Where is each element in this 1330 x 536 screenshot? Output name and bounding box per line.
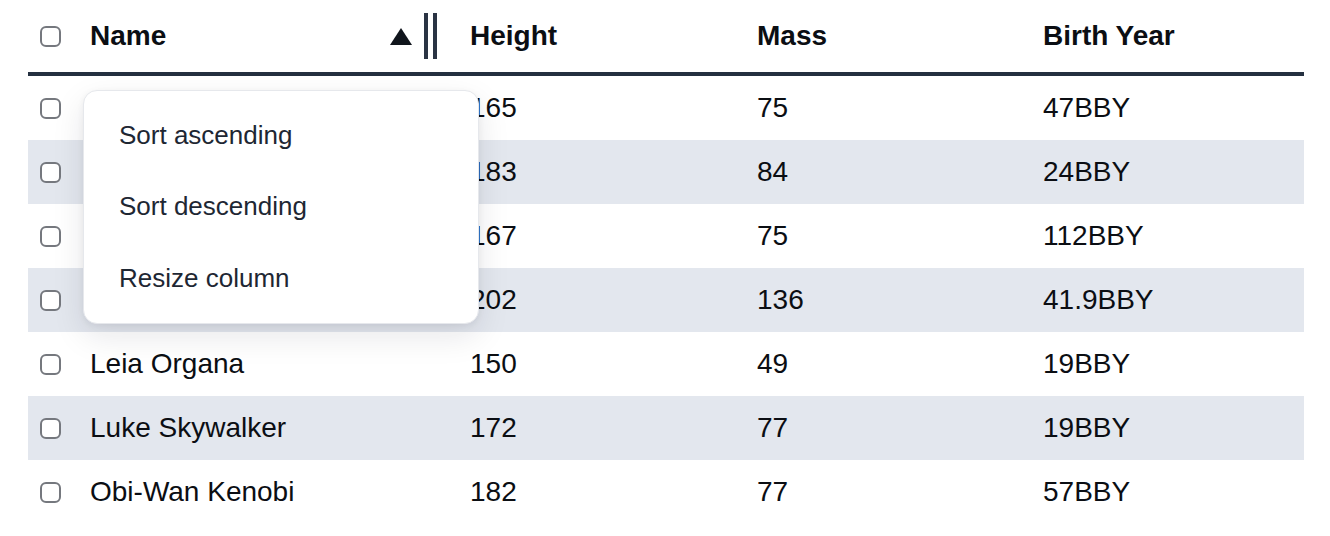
row-checkbox[interactable]	[40, 354, 61, 375]
column-header-mass[interactable]: Mass	[757, 20, 1043, 52]
table-row[interactable]: Luke Skywalker 172 77 19BBY	[28, 396, 1304, 460]
row-checkbox[interactable]	[40, 98, 61, 119]
cell-birth-year: 41.9BBY	[1043, 284, 1304, 316]
row-checkbox[interactable]	[40, 290, 61, 311]
cell-mass: 75	[757, 220, 1043, 252]
column-context-menu: Sort ascending Sort descending Resize co…	[83, 90, 479, 324]
cell-mass: 77	[757, 476, 1043, 504]
cell-mass: 49	[757, 348, 1043, 380]
column-header-birth-year[interactable]: Birth Year	[1043, 20, 1304, 52]
cell-height: 172	[470, 412, 757, 444]
row-checkbox[interactable]	[40, 162, 61, 183]
cell-height: 182	[470, 476, 757, 504]
resize-bar-left	[424, 13, 428, 59]
table-viewport: Name Height Mass Birth Year 165 75 47BBY…	[0, 0, 1330, 504]
column-resize-handle-double-bar-icon[interactable]	[424, 13, 437, 59]
select-all-checkbox[interactable]	[40, 26, 61, 47]
cell-height: 150	[470, 348, 757, 380]
cell-name: Leia Organa	[90, 348, 470, 380]
cell-height: 202	[470, 284, 757, 316]
cell-height: 183	[470, 156, 757, 188]
cell-birth-year: 19BBY	[1043, 412, 1304, 444]
menu-item-sort-ascending[interactable]: Sort ascending	[84, 100, 478, 171]
cell-birth-year: 47BBY	[1043, 92, 1304, 124]
cell-mass: 77	[757, 412, 1043, 444]
resize-bar-right	[433, 13, 437, 59]
row-checkbox[interactable]	[40, 226, 61, 247]
header-checkbox-cell	[28, 26, 90, 47]
row-checkbox[interactable]	[40, 482, 61, 503]
cell-birth-year: 19BBY	[1043, 348, 1304, 380]
cell-height: 165	[470, 92, 757, 124]
row-checkbox[interactable]	[40, 418, 61, 439]
cell-height: 167	[470, 220, 757, 252]
cell-mass: 84	[757, 156, 1043, 188]
column-header-name[interactable]: Name	[90, 0, 470, 72]
cell-name: Obi-Wan Kenobi	[90, 476, 470, 504]
cell-birth-year: 57BBY	[1043, 476, 1304, 504]
sort-ascending-triangle-up-icon	[390, 28, 412, 45]
cell-birth-year: 24BBY	[1043, 156, 1304, 188]
cell-name: Luke Skywalker	[90, 412, 470, 444]
column-header-height[interactable]: Height	[470, 20, 757, 52]
menu-item-resize-column[interactable]: Resize column	[84, 243, 478, 314]
cell-mass: 75	[757, 92, 1043, 124]
table-header-row: Name Height Mass Birth Year	[28, 0, 1304, 76]
table-row[interactable]: Leia Organa 150 49 19BBY	[28, 332, 1304, 396]
cell-birth-year: 112BBY	[1043, 220, 1304, 252]
column-header-name-label: Name	[90, 20, 166, 52]
table-row[interactable]: Obi-Wan Kenobi 182 77 57BBY	[28, 460, 1304, 504]
cell-mass: 136	[757, 284, 1043, 316]
menu-item-sort-descending[interactable]: Sort descending	[84, 171, 478, 242]
